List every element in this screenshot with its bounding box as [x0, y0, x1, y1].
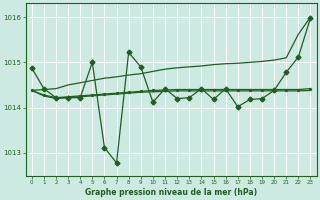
X-axis label: Graphe pression niveau de la mer (hPa): Graphe pression niveau de la mer (hPa) [85, 188, 257, 197]
